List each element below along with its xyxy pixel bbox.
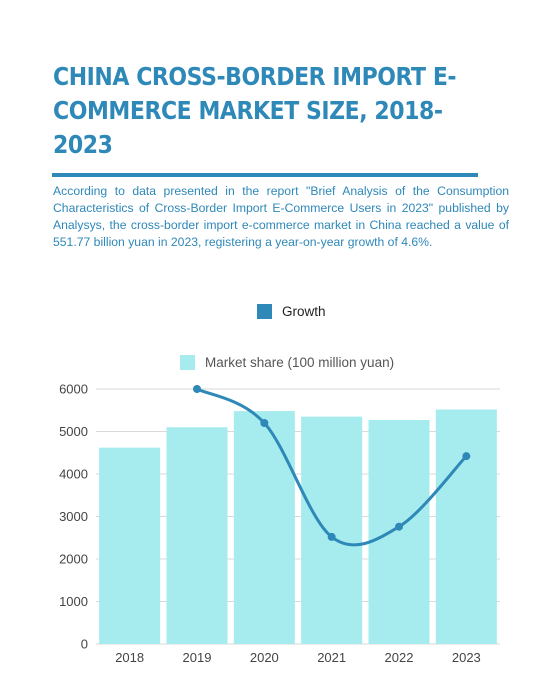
legend-label-market-share: Market share (100 million yuan): [205, 355, 395, 370]
y-tick-label: 5000: [59, 424, 88, 439]
bar-2018: [99, 447, 161, 644]
bar-2023: [435, 409, 497, 644]
x-tick-label: 2020: [250, 650, 279, 665]
y-axis-ticks: 0 1000 2000 3000 4000 5000 6000: [59, 382, 88, 652]
growth-line: [193, 385, 471, 547]
legend-item-growth[interactable]: Growth: [257, 304, 326, 319]
x-axis-ticks: 2018 2019 2020 2021 2022 2023: [115, 650, 481, 665]
x-tick-label: 2019: [183, 650, 212, 665]
x-tick-label: 2022: [385, 650, 414, 665]
bars: [99, 409, 497, 644]
x-tick-label: 2021: [317, 650, 346, 665]
page-title: CHINA CROSS-BORDER IMPORT E-COMMERCE MAR…: [53, 62, 457, 159]
y-tick-label: 1000: [59, 594, 88, 609]
growth-point-2022: [395, 522, 403, 531]
y-tick-label: 2000: [59, 552, 88, 567]
growth-point-2021: [327, 532, 336, 541]
description-text: According to data presented in the repor…: [53, 184, 509, 249]
y-tick-label: 6000: [59, 382, 88, 397]
x-tick-label: 2023: [452, 650, 481, 665]
legend-item-market-share[interactable]: Market share (100 million yuan): [180, 355, 394, 370]
y-tick-label: 0: [81, 637, 88, 652]
growth-point-2023: [462, 452, 471, 461]
bar-2020: [233, 411, 295, 644]
bar-2019: [166, 427, 228, 644]
x-tick-label: 2018: [115, 650, 144, 665]
y-tick-label: 4000: [59, 467, 88, 482]
bar-2022: [368, 420, 430, 644]
bar-2021: [301, 416, 363, 644]
legend-swatch-growth: [257, 304, 272, 319]
grid-lines: [96, 388, 500, 645]
growth-point-2019: [193, 385, 201, 393]
legend-label-growth: Growth: [282, 304, 326, 319]
y-tick-label: 3000: [59, 509, 88, 524]
title-divider: [52, 173, 478, 177]
legend-swatch-market-share: [180, 355, 195, 370]
growth-point-2020: [260, 419, 269, 427]
